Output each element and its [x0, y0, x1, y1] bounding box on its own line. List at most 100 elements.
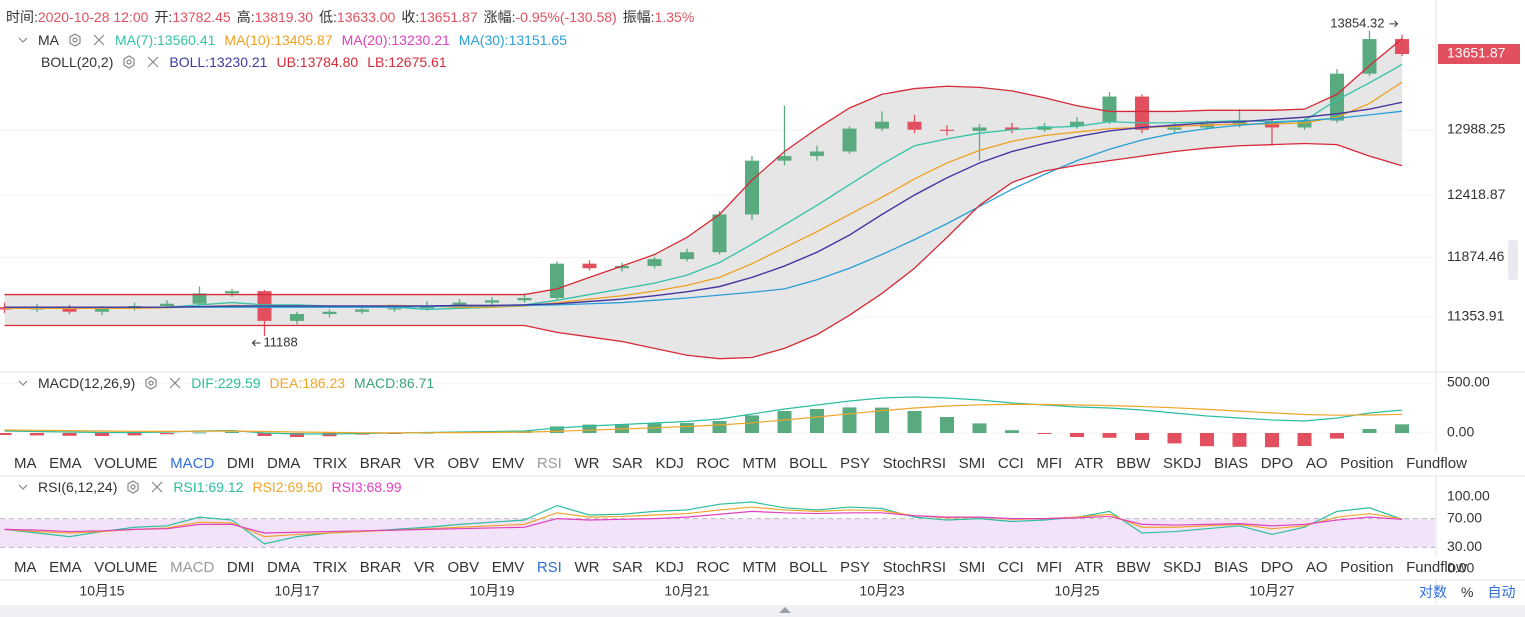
indicator-tab[interactable]: TRIX — [312, 558, 348, 576]
indicator-tab[interactable]: MACD — [170, 454, 215, 472]
indicator-tab[interactable]: ATR — [1074, 558, 1104, 576]
indicator-tab[interactable]: Position — [1340, 558, 1394, 576]
price-tag — [1438, 44, 1520, 65]
indicator-tab[interactable]: DMA — [267, 454, 301, 472]
indicator-tab[interactable]: BRAR — [359, 454, 402, 472]
indicator-tab[interactable]: MTM — [742, 454, 777, 472]
indicator-tab[interactable]: Position — [1340, 454, 1394, 472]
indicator-tab[interactable]: WR — [574, 454, 600, 472]
collapse-icon[interactable] — [16, 32, 30, 48]
collapse-handle[interactable] — [779, 607, 791, 613]
legend-item: MA(20):13230.21 — [341, 32, 450, 48]
indicator-tab[interactable]: ROC — [696, 558, 730, 576]
settings-icon-shape — [145, 376, 157, 390]
settings-icon[interactable] — [67, 32, 83, 48]
indicator-tab[interactable]: SAR — [612, 558, 643, 576]
indicator-tab[interactable]: VR — [414, 558, 435, 576]
indicator-tab[interactable]: StochRSI — [882, 454, 947, 472]
indicator-tab[interactable]: SMI — [958, 454, 986, 472]
close-icon[interactable] — [91, 32, 107, 48]
indicator-tab[interactable]: Fundflow — [1406, 558, 1467, 576]
indicator-tab[interactable]: BIAS — [1213, 454, 1249, 472]
macd-bar — [257, 433, 272, 436]
indicator-tab[interactable]: OBV — [447, 558, 480, 576]
indicator-tab[interactable]: PSY — [840, 454, 871, 472]
indicator-tab[interactable]: AO — [1305, 558, 1328, 576]
indicator-tab[interactable]: CCI — [997, 454, 1024, 472]
indicator-tab[interactable]: SAR — [612, 454, 643, 472]
legend-item: BOLL:13230.21 — [169, 54, 268, 70]
legend-item: RSI1:69.12 — [173, 479, 244, 495]
indicator-tab[interactable]: TRIX — [312, 454, 348, 472]
indicator-tab[interactable]: OBV — [447, 454, 480, 472]
axis-button[interactable]: 对数 — [1419, 584, 1447, 600]
indicator-tab[interactable]: EMA — [49, 454, 82, 472]
indicator-tab[interactable]: DMI — [226, 454, 255, 472]
indicator-tab[interactable]: BIAS — [1213, 558, 1249, 576]
axis-button[interactable]: 自动 — [1487, 584, 1516, 600]
indicator-tab[interactable]: MTM — [742, 558, 777, 576]
indicator-tab[interactable]: SMI — [958, 558, 986, 576]
indicator-tab[interactable]: BRAR — [359, 558, 402, 576]
indicator-tab[interactable]: EMV — [491, 558, 525, 576]
indicator-tab[interactable]: RSI — [536, 558, 562, 576]
indicator-tab[interactable]: EMA — [49, 558, 82, 576]
indicator-tab[interactable]: Fundflow — [1406, 454, 1467, 472]
indicator-tab[interactable]: KDJ — [655, 454, 684, 472]
indicator-tab[interactable]: ROC — [696, 454, 730, 472]
indicator-tab[interactable]: BBW — [1116, 454, 1151, 472]
x-tick-label: 10月19 — [469, 583, 514, 599]
indicator-tab[interactable]: BOLL — [789, 558, 828, 576]
indicator-tab[interactable]: DPO — [1260, 558, 1294, 576]
close-icon[interactable] — [149, 479, 165, 495]
indicator-tab[interactable]: KDJ — [655, 558, 684, 576]
x-tick-label: 10月15 — [79, 583, 124, 599]
header-value: 13782.45 — [172, 9, 231, 25]
indicator-tab[interactable]: MA — [14, 558, 37, 576]
legend-item: RSI2:69.50 — [252, 479, 323, 495]
indicator-tab[interactable]: DMI — [226, 558, 255, 576]
settings-icon[interactable] — [143, 375, 159, 391]
low-annotation: 11188 — [264, 334, 298, 349]
settings-icon[interactable] — [125, 479, 141, 495]
collapse-icon[interactable] — [16, 479, 30, 495]
indicator-tab[interactable]: SKDJ — [1163, 558, 1202, 576]
indicator-tab[interactable]: AO — [1305, 454, 1328, 472]
indicator-tab[interactable]: CCI — [997, 558, 1024, 576]
close-icon[interactable] — [167, 375, 183, 391]
side-handle[interactable] — [1508, 240, 1518, 280]
indicator-tab[interactable]: MFI — [1036, 558, 1063, 576]
close-icon[interactable] — [145, 54, 161, 70]
indicator-tab[interactable]: SKDJ — [1163, 454, 1202, 472]
macd-bar — [1005, 430, 1019, 433]
indicator-tab[interactable]: WR — [574, 558, 600, 576]
indicator-tab[interactable]: DMA — [267, 558, 301, 576]
header-label: 收: — [401, 9, 420, 25]
axis-buttons: 对数% 自动 — [1419, 582, 1515, 602]
indicator-tab[interactable]: RSI — [536, 454, 562, 472]
indicator-tab[interactable]: VOLUME — [94, 454, 158, 472]
indicator-tab[interactable]: BBW — [1116, 558, 1151, 576]
collapse-icon[interactable] — [16, 375, 30, 391]
indicator-tab[interactable]: DPO — [1260, 454, 1294, 472]
indicator-tab[interactable]: VR — [414, 454, 435, 472]
candle-body — [1362, 39, 1377, 74]
indicator-tab[interactable]: MFI — [1036, 454, 1063, 472]
macd-bar — [907, 411, 922, 433]
indicator-tab[interactable]: StochRSI — [882, 558, 947, 576]
indicator-tab[interactable]: MA — [14, 454, 37, 472]
axis-button[interactable]: % — [1461, 584, 1474, 600]
indicator-tab[interactable]: BOLL — [789, 454, 828, 472]
indicator-tab[interactable]: VOLUME — [94, 558, 158, 576]
indicator-tab[interactable]: MACD — [170, 558, 215, 576]
indicator-tab[interactable]: ATR — [1074, 454, 1104, 472]
settings-icon[interactable] — [121, 54, 137, 70]
indicator-tab[interactable]: PSY — [840, 558, 871, 576]
header-label: 低: — [319, 9, 337, 25]
indicator-tabs: MA EMA VOLUME MACD DMI DMA TRIX BRAR VR OBV EMV RSI… — [14, 556, 1467, 578]
indicator-tab[interactable]: EMV — [491, 454, 525, 472]
candle-body — [1005, 127, 1019, 130]
candle-body — [1167, 127, 1182, 130]
legend-item: DIF:229.59 — [191, 375, 261, 391]
